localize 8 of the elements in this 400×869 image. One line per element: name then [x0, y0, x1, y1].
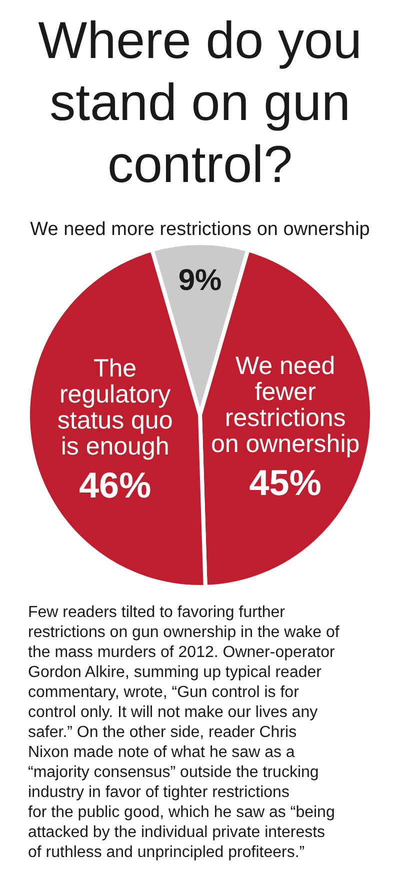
- data-label: 9%: [178, 264, 222, 297]
- slice-label: The regulatory status quo is enough: [57, 354, 173, 460]
- chart-title: Where do you stand on gun control?: [38, 12, 362, 194]
- slice-label: We need fewer restrictions on ownership: [210, 352, 360, 458]
- data-label: 46%: [79, 464, 152, 506]
- data-label: 45%: [249, 462, 322, 503]
- slice-label: We need more restrictions on ownership: [30, 219, 370, 240]
- text: Few readers tilted to favoring further restrictions on gun ownership in the wake of the mass murders of 2012. Owner-operator Gordon Alkire, summing up typical reader commentary, wrote, “Gun control is for control only. It will not make our lives any safer.” On the other side, reader Chris Nixon made note of what he saw as a “majority consensus” outside the trucking industry in favor of tighter restrictions for the public good, which he saw as “being attacked by the individual private interests of ruthless and unprincipled profiteers.”: [28, 604, 340, 861]
